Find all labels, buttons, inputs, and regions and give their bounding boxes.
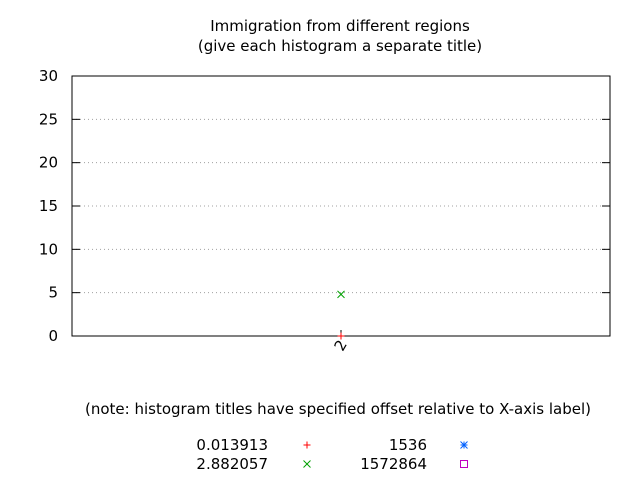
chart-title: Immigration from different regions — [210, 17, 470, 35]
legend-marker — [303, 441, 311, 449]
legend-marker — [303, 460, 311, 468]
legend-label: 2.882057 — [196, 455, 268, 473]
y-tick-label: 25 — [39, 110, 58, 128]
legend-label: 1536 — [389, 436, 427, 454]
data-point — [337, 332, 345, 340]
legend-marker — [460, 460, 468, 468]
grid — [72, 118, 610, 294]
y-tick-label: 20 — [39, 154, 58, 172]
legend-label: 0.013913 — [196, 436, 268, 454]
legend-marker — [460, 441, 468, 449]
y-tick-label: 0 — [48, 327, 58, 345]
legend-label: 1572864 — [360, 455, 427, 473]
y-tick-label: 5 — [48, 284, 58, 302]
y-tick-label: 15 — [39, 197, 58, 215]
chart-subtitle: (give each histogram a separate title) — [198, 37, 482, 55]
data-points — [337, 290, 345, 340]
chart-note: (note: histogram titles have specified o… — [85, 400, 591, 418]
y-tick-label: 10 — [39, 240, 58, 258]
y-tick-label: 30 — [39, 67, 58, 85]
data-point — [337, 290, 345, 299]
